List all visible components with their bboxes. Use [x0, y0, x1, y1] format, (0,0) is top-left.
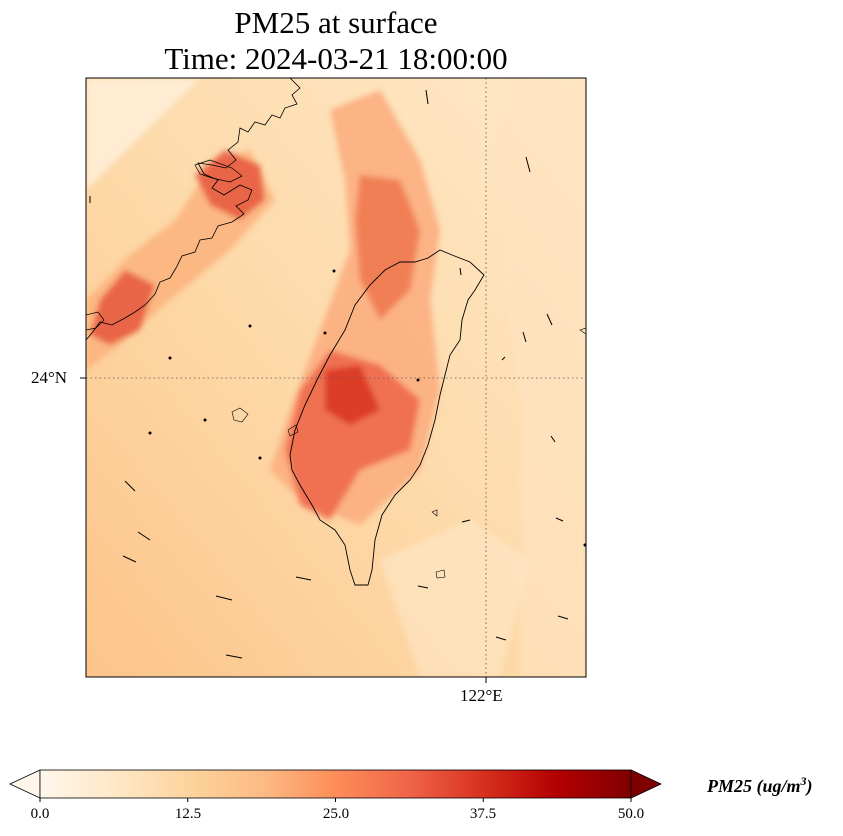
colorbar-tick-label: 37.5	[469, 806, 497, 822]
colorbar-tick-label: 50.0	[617, 806, 645, 822]
map-time-subtitle: Time: 2024-03-21 18:00:00	[164, 41, 508, 76]
colorbar-label: PM25 (ug/m3)	[707, 774, 813, 796]
china-coastline	[86, 78, 301, 341]
taiwan-coastline	[289, 249, 485, 586]
colorbar-extend-min	[9, 769, 41, 799]
colorbar-tick-label: 0.0	[30, 806, 50, 822]
colorbar-tick-label: 12.5	[174, 806, 202, 822]
colorbar	[9, 769, 662, 802]
map-title: PM25 at surface	[234, 5, 438, 40]
wind-vectors	[89, 89, 586, 659]
colorbar-gradient	[39, 769, 632, 799]
colorbar-extend-max	[630, 769, 662, 799]
pm25-field	[86, 78, 586, 677]
lon-tick-label: 122°E	[460, 686, 503, 705]
lat-tick-label: 24°N	[31, 368, 68, 387]
colorbar-tick-label: 25.0	[322, 806, 350, 822]
